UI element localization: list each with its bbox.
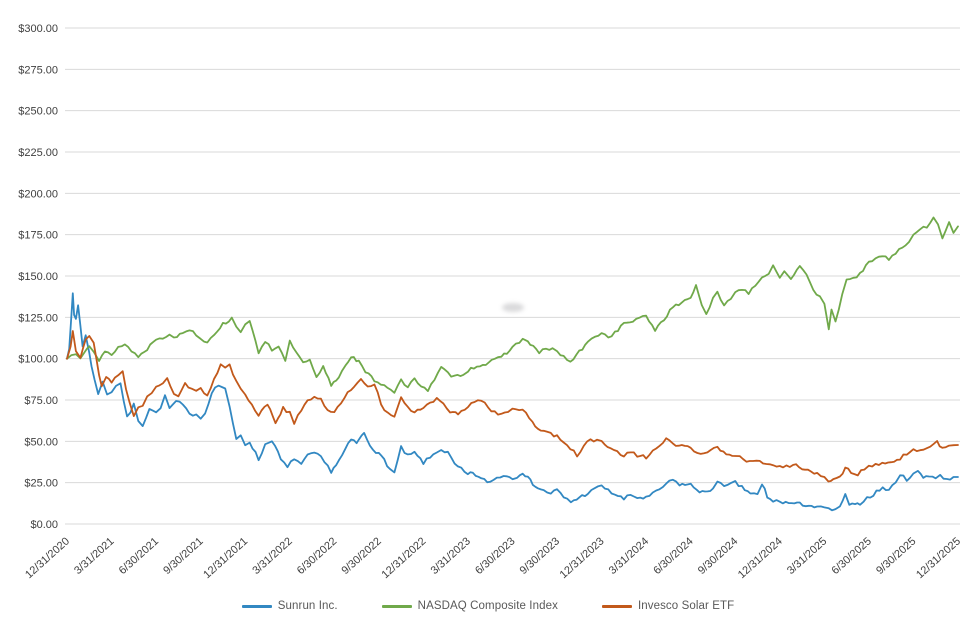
- y-axis-tick-label: $200.00: [18, 188, 58, 200]
- x-axis-tick-label: 3/31/2021: [72, 535, 116, 577]
- legend-item-invesco-solar[interactable]: Invesco Solar ETF: [601, 600, 735, 612]
- y-axis-tick-label: $250.00: [18, 106, 58, 118]
- legend-item-nasdaq[interactable]: NASDAQ Composite Index: [381, 600, 558, 612]
- y-axis-tick-label: $100.00: [18, 354, 58, 366]
- y-axis-tick-label: $275.00: [18, 64, 58, 76]
- x-axis-tick-label: 9/30/2022: [339, 535, 383, 577]
- x-axis-tick-label: 3/31/2023: [429, 535, 473, 577]
- y-axis-tick-label: $0.00: [30, 519, 58, 531]
- x-axis-tick-label: 3/31/2024: [607, 535, 651, 577]
- x-axis-tick-label: 9/30/2024: [696, 535, 740, 577]
- legend-label-sunrun: Sunrun Inc.: [277, 600, 338, 612]
- x-axis-tick-label: 3/31/2025: [785, 535, 829, 577]
- y-axis-tick-label: $150.00: [18, 271, 58, 283]
- x-axis-tick-label: 12/31/2021: [201, 535, 250, 581]
- x-axis-tick-label: 6/30/2025: [830, 535, 874, 577]
- x-axis-tick-label: 12/31/2020: [23, 535, 72, 581]
- chart-canvas: $300.00 $275.00 $250.00 $225.00 $200.00 $175.…: [18, 23, 963, 581]
- chart-legend: Sunrun Inc. NASDAQ Composite Index Inves…: [0, 600, 976, 612]
- y-axis-tick-label: $125.00: [18, 312, 58, 324]
- x-axis-tick-label: 6/30/2023: [473, 535, 517, 577]
- series-line-sunrun-inc-: [66, 292, 959, 512]
- performance-line-chart: $300.00 $275.00 $250.00 $225.00 $200.00 $175.…: [18, 23, 963, 581]
- x-axis-tick-label: 9/30/2021: [161, 535, 205, 577]
- invesco-solar-line-swatch: [601, 604, 632, 608]
- x-axis-tick-label: 6/30/2022: [295, 535, 339, 577]
- legend-item-sunrun[interactable]: Sunrun Inc.: [241, 600, 338, 612]
- x-axis-tick-label: 12/31/2025: [914, 535, 963, 581]
- x-axis-tick-label: 9/30/2023: [518, 535, 562, 577]
- smudge-artifact: [502, 303, 524, 312]
- x-axis-tick-label: 3/31/2022: [250, 535, 294, 577]
- y-axis-tick-label: $25.00: [24, 478, 58, 490]
- y-axis-tick-label: $300.00: [18, 23, 58, 35]
- series-line-invesco-solar-etf: [66, 330, 959, 483]
- sunrun-line-swatch: [241, 604, 272, 608]
- y-axis-tick-label: $225.00: [18, 147, 58, 159]
- y-axis-tick-label: $50.00: [24, 436, 58, 448]
- x-axis-tick-label: 6/30/2024: [651, 535, 695, 577]
- x-axis-tick-label: 12/31/2022: [379, 535, 428, 581]
- nasdaq-line-swatch: [381, 604, 412, 608]
- x-axis-tick-label: 12/31/2023: [558, 535, 607, 581]
- y-axis-tick-label: $175.00: [18, 230, 58, 242]
- x-axis-tick-label: 12/31/2024: [736, 535, 785, 581]
- x-axis-tick-label: 6/30/2021: [117, 535, 161, 577]
- x-axis-tick-label: 9/30/2025: [874, 535, 918, 577]
- series-line-nasdaq-composite-index: [66, 216, 959, 394]
- legend-label-invesco-solar: Invesco Solar ETF: [637, 600, 735, 612]
- y-axis-tick-label: $75.00: [24, 395, 58, 407]
- legend-label-nasdaq: NASDAQ Composite Index: [417, 600, 558, 612]
